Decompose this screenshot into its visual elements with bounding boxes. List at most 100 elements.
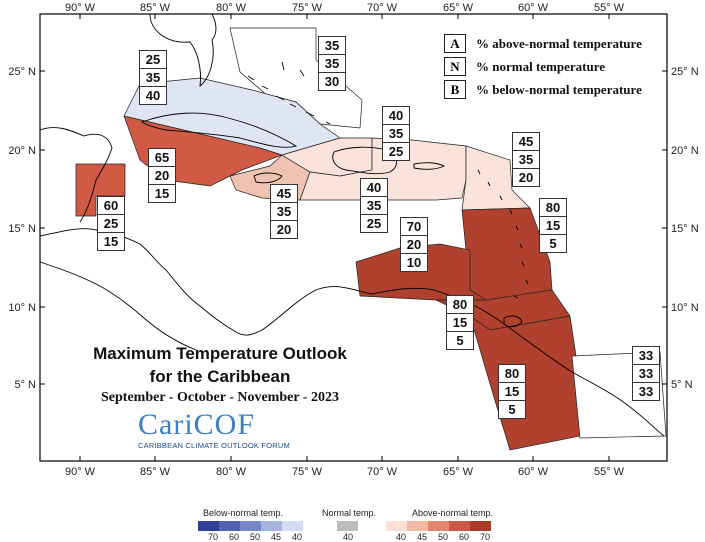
yucatan-coast	[39, 127, 113, 223]
lon-tick-label-top: 90° W	[65, 2, 96, 14]
lon-tick-label-bottom: 55° W	[594, 466, 625, 478]
prob-below: 20	[276, 222, 292, 237]
central-america-coast	[39, 228, 263, 336]
prob-box-guianas: 80 15 5	[498, 364, 526, 419]
prob-below: 25	[388, 144, 404, 159]
colorbar-normal-swatch	[337, 521, 358, 531]
colorbar-tick: 40	[343, 532, 354, 542]
lon-tick-label-bottom: 90° W	[65, 466, 96, 478]
prob-below: 15	[154, 186, 170, 201]
prob-above: 33	[633, 347, 659, 365]
lat-tick-label-left: 15° N	[8, 223, 36, 235]
caricof-logo-tagline: CARIBBEAN CLIMATE OUTLOOK FORUM	[138, 441, 290, 450]
map-subtitle: September - October - November - 2023	[101, 390, 339, 405]
prob-below: 5	[549, 236, 557, 251]
lat-tick-label-right: 10° N	[671, 302, 699, 314]
lat-tick-label-left: 5° N	[14, 379, 36, 391]
prob-below: 10	[406, 255, 422, 270]
prob-above: 80	[540, 199, 566, 217]
zone-bahamas	[229, 27, 363, 129]
prob-above: 25	[140, 51, 166, 69]
colorbar-tick: 50	[250, 532, 261, 542]
key-letter: N	[444, 57, 466, 76]
prob-box-jamaica: 45 35 20	[270, 184, 298, 239]
prob-above: 35	[319, 37, 345, 55]
lat-tick-label-left: 25° N	[8, 66, 36, 78]
prob-below: 25	[366, 216, 382, 231]
prob-normal: 25	[98, 215, 124, 233]
prob-normal: 35	[513, 151, 539, 169]
prob-normal: 15	[447, 314, 473, 332]
colorbar-tick: 60	[229, 532, 240, 542]
lon-tick-label-bottom: 85° W	[140, 466, 171, 478]
colorbar-tick: 50	[438, 532, 449, 542]
caricof-logo-wordmark: CariCOF	[138, 408, 256, 441]
colorbar-below-swatch	[219, 521, 240, 531]
colorbar-tick: 60	[459, 532, 470, 542]
prob-box-bahamas: 35 35 30	[318, 36, 346, 91]
prob-box-hispaniola-north: 40 35 25	[382, 106, 410, 161]
key-letter: B	[444, 80, 466, 99]
lon-tick-label-bottom: 60° W	[518, 466, 549, 478]
prob-above: 40	[361, 179, 387, 197]
lon-tick-label-top: 85° W	[140, 2, 171, 14]
colorbar-above-swatch	[386, 521, 407, 531]
prob-normal: 35	[140, 69, 166, 87]
lon-tick-label-top: 60° W	[518, 2, 549, 14]
prob-normal: 35	[271, 203, 297, 221]
key-row-above: A % above-normal temperature	[444, 32, 642, 55]
lesser-antilles-islands	[477, 169, 529, 299]
lon-tick-label-top: 75° W	[292, 2, 323, 14]
colorbar-normal-title: Normal temp.	[322, 508, 377, 518]
lon-tick-label-bottom: 70° W	[367, 466, 398, 478]
colorbar-tick: 40	[396, 532, 407, 542]
prob-below: 20	[518, 170, 534, 185]
colorbar-tick: 70	[208, 532, 219, 542]
lon-tick-label-top: 80° W	[216, 2, 247, 14]
lat-tick-label-right: 25° N	[671, 66, 699, 78]
cuba-coast	[141, 112, 298, 148]
colorbar-tick: 70	[480, 532, 491, 542]
bahamas-islands	[247, 61, 331, 125]
jamaica-coast	[253, 172, 283, 184]
trinidad-coast	[503, 315, 523, 328]
lon-tick-label-bottom: 80° W	[216, 466, 247, 478]
key-row-below: B % below-normal temperature	[444, 78, 642, 101]
key-row-normal: N % normal temperature	[444, 55, 642, 78]
colorbar	[198, 521, 491, 531]
colorbar-above-swatch	[470, 521, 491, 531]
colorbar-above-swatch	[449, 521, 470, 531]
colorbar-above-swatch	[407, 521, 428, 531]
prob-normal: 33	[633, 365, 659, 383]
lon-tick-label-bottom: 75° W	[292, 466, 323, 478]
colorbar-tick: 45	[417, 532, 428, 542]
florida-coast	[149, 13, 217, 88]
prob-box-leeward: 45 35 20	[512, 132, 540, 187]
prob-above: 80	[447, 296, 473, 314]
prob-above: 40	[383, 107, 409, 125]
colorbar-below-swatch	[240, 521, 261, 531]
prob-box-belize: 60 25 15	[97, 196, 125, 251]
axis-ticks: 90° W 90° W 85° W 85° W 80° W 80° W 75° W 75° W…	[8, 2, 698, 478]
lon-tick-label-bottom: 65° W	[443, 466, 474, 478]
central-america-pacific	[39, 261, 197, 351]
prob-box-french-guiana: 33 33 33	[632, 346, 660, 401]
key-text: % above-normal temperature	[476, 35, 642, 51]
south-america-coast	[261, 286, 665, 437]
prob-below: 5	[456, 333, 464, 348]
coastlines	[39, 13, 665, 437]
lon-tick-label-top: 65° W	[443, 2, 474, 14]
colorbar-below-swatch	[261, 521, 282, 531]
prob-below: 33	[638, 384, 654, 399]
prob-box-trinidad: 80 15 5	[446, 295, 474, 350]
prob-above: 65	[149, 149, 175, 167]
prob-box-abc-islands: 70 20 10	[400, 217, 428, 272]
key-text: % normal temperature	[476, 58, 606, 74]
colorbar-tick: 40	[292, 532, 303, 542]
prob-normal: 35	[361, 197, 387, 215]
caricof-logo: CariCOF CARIBBEAN CLIMATE OUTLOOK FORUM	[138, 408, 338, 451]
prob-below: 5	[508, 402, 516, 417]
puerto-rico-coast	[413, 162, 446, 170]
prob-box-cuba-cayman: 65 20 15	[148, 148, 176, 203]
prob-below: 30	[324, 74, 340, 89]
